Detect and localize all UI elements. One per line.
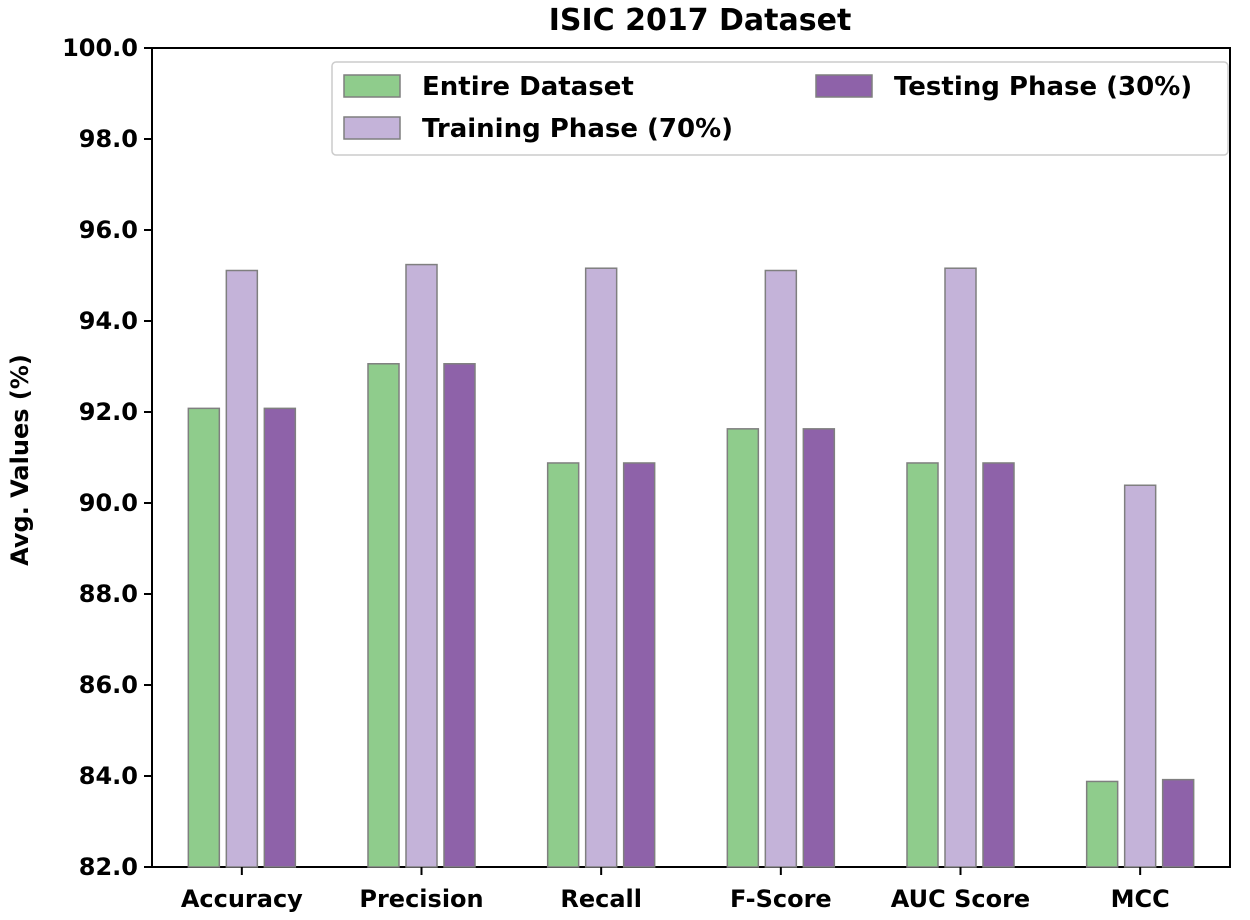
bar — [367, 363, 400, 868]
legend-label: Testing Phase (30%) — [894, 72, 1192, 102]
x-tick-label: Recall — [560, 885, 642, 913]
bar — [225, 269, 259, 868]
legend-swatch — [815, 74, 873, 98]
bar — [726, 428, 760, 868]
bar — [405, 263, 438, 868]
bar — [906, 462, 939, 868]
bar — [584, 267, 618, 868]
y-tick-label: 100.0 — [62, 34, 138, 62]
y-axis-label: Avg. Values (%) — [6, 354, 34, 566]
x-tick-label: Precision — [359, 885, 483, 913]
x-tick-label: MCC — [1111, 885, 1170, 913]
bar — [546, 462, 580, 868]
x-tick-label: F-Score — [730, 885, 832, 913]
bar — [764, 269, 798, 868]
bar — [1123, 484, 1157, 868]
legend: Entire Dataset Training Phase (70%) Testin… — [331, 61, 1229, 156]
legend-label: Training Phase (70%) — [422, 114, 733, 144]
bar — [187, 407, 221, 868]
y-tick-label: 84.0 — [79, 762, 138, 790]
y-tick-label: 96.0 — [79, 216, 138, 244]
x-tick-label: AUC Score — [891, 885, 1030, 913]
plot-area: 82.0 84.0 86.0 88.0 90.0 92.0 94.0 96.0 98.0 100.… — [62, 34, 1231, 913]
y-tick-label: 82.0 — [79, 853, 138, 881]
bar — [982, 462, 1015, 868]
bar — [1085, 780, 1119, 868]
chart-title: ISIC 2017 Dataset — [549, 3, 852, 38]
y-tick-label: 98.0 — [79, 125, 138, 153]
y-tick-label: 86.0 — [79, 671, 138, 699]
y-tick-label: 90.0 — [79, 489, 138, 517]
y-tick-label: 92.0 — [79, 398, 138, 426]
y-tick-label: 88.0 — [79, 580, 138, 608]
bar — [944, 267, 977, 868]
plot-frame — [151, 47, 1231, 868]
y-tick-label: 94.0 — [79, 307, 138, 335]
legend-swatch — [343, 74, 401, 98]
bar — [263, 407, 297, 868]
legend-label: Entire Dataset — [422, 72, 634, 102]
bar — [443, 363, 476, 868]
legend-box — [331, 61, 1229, 156]
x-tick-label: Accuracy — [181, 885, 303, 913]
bar — [802, 428, 836, 868]
bar — [622, 462, 656, 868]
legend-swatch — [343, 116, 401, 140]
bar — [1161, 778, 1195, 868]
